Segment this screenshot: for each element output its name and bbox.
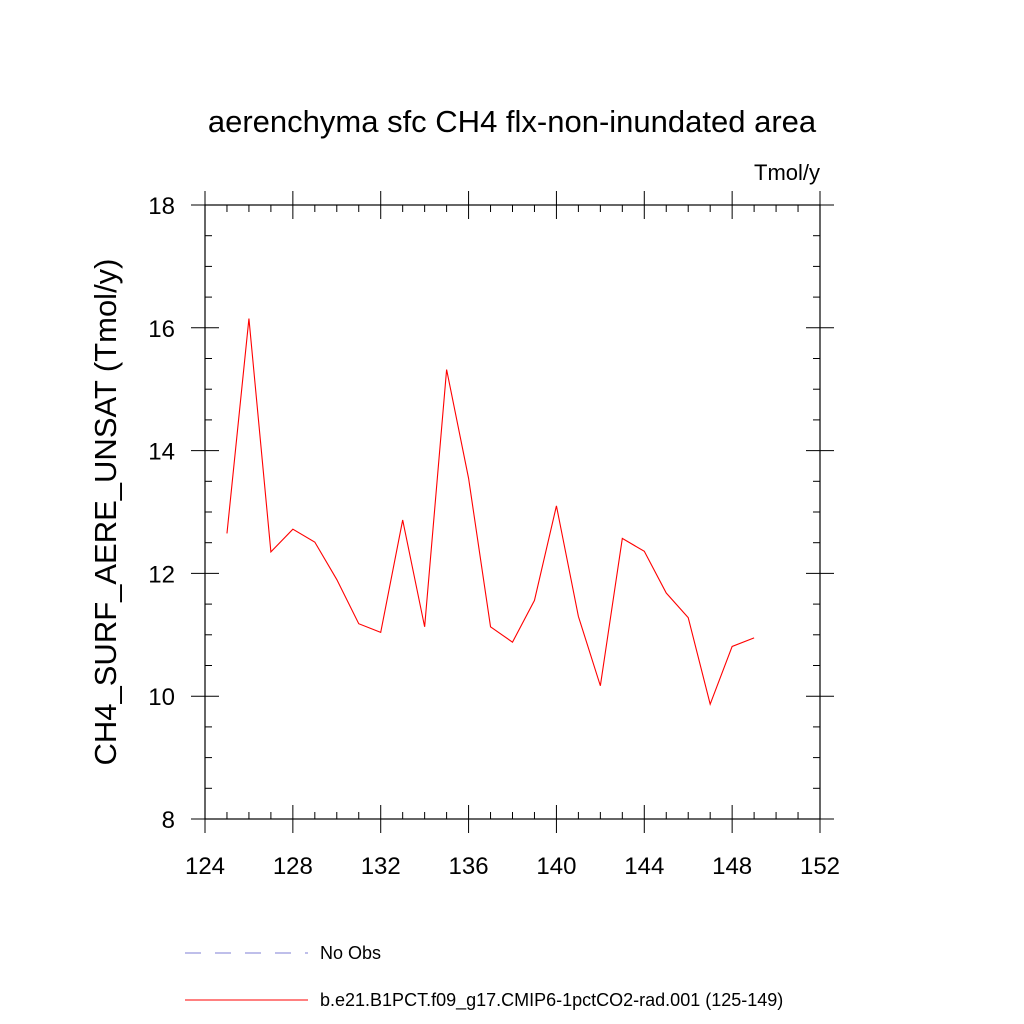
y-tick-label: 8 xyxy=(162,807,175,834)
x-tick-label: 132 xyxy=(361,853,401,880)
x-tick-label: 128 xyxy=(273,853,313,880)
y-tick-label: 10 xyxy=(148,684,175,711)
y-tick-labels: 8 10 12 14 16 18 xyxy=(148,193,175,834)
x-tick-label: 144 xyxy=(624,853,664,880)
x-tick-label: 140 xyxy=(536,853,576,880)
y-tick-label: 18 xyxy=(148,193,175,220)
units-label: Tmol/y xyxy=(754,160,820,185)
y-tick-label: 12 xyxy=(148,561,175,588)
x-tick-labels: 124 128 132 136 140 144 148 152 xyxy=(185,853,840,880)
x-tick-label: 148 xyxy=(712,853,752,880)
minor-ticks xyxy=(205,205,820,819)
legend: No Obs b.e21.B1PCT.f09_g17.CMIP6-1pctCO2… xyxy=(185,943,783,1011)
chart-title: aerenchyma sfc CH4 flx-non-inundated are… xyxy=(208,104,817,139)
y-axis-label: CH4_SURF_AERE_UNSAT (Tmol/y) xyxy=(88,258,123,765)
major-ticks xyxy=(191,191,834,833)
y-tick-label: 14 xyxy=(148,439,175,466)
y-tick-label: 16 xyxy=(148,316,175,343)
legend-label-no-obs: No Obs xyxy=(320,943,381,963)
series-group xyxy=(226,318,755,707)
x-tick-label: 124 xyxy=(185,853,225,880)
series-line xyxy=(226,318,755,707)
legend-label-model: b.e21.B1PCT.f09_g17.CMIP6-1pctCO2-rad.00… xyxy=(320,990,783,1011)
x-tick-label: 136 xyxy=(449,853,489,880)
plot-frame xyxy=(204,204,821,820)
x-tick-label: 152 xyxy=(800,853,840,880)
